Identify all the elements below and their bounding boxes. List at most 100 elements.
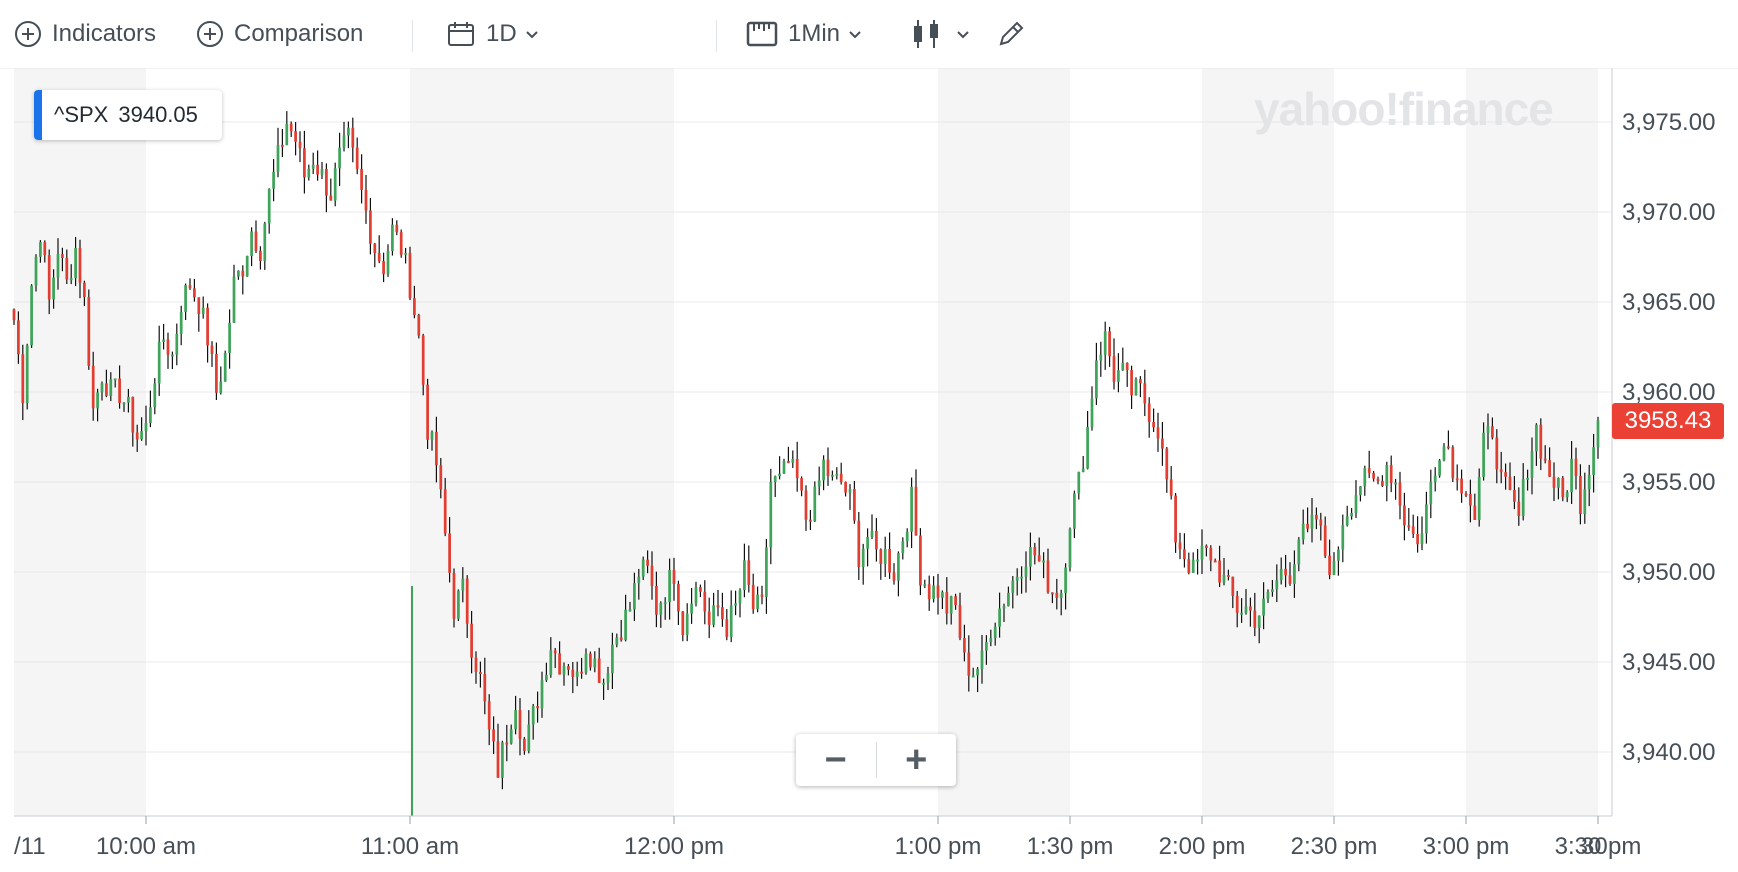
candle-body bbox=[470, 623, 473, 658]
candle-body bbox=[377, 253, 381, 262]
candle-body bbox=[254, 231, 258, 251]
time-band bbox=[1202, 68, 1334, 816]
candle-body bbox=[1447, 446, 1450, 449]
candle-body bbox=[1433, 475, 1437, 483]
candle-body bbox=[721, 607, 724, 620]
candle-body bbox=[369, 210, 372, 244]
candle-body bbox=[1385, 465, 1389, 486]
candle-body bbox=[1152, 421, 1155, 428]
candle-body bbox=[1240, 612, 1243, 615]
candle-body bbox=[443, 489, 447, 534]
candle-body bbox=[364, 189, 368, 211]
candle-body bbox=[1592, 447, 1595, 475]
candle-body bbox=[1125, 362, 1129, 371]
candle-body bbox=[479, 671, 482, 675]
candle-body bbox=[1077, 471, 1081, 494]
plus-circle-icon bbox=[15, 21, 41, 47]
candle-body bbox=[399, 232, 403, 255]
candle-body bbox=[747, 560, 751, 585]
x-tick-label: 30 bbox=[1581, 833, 1608, 860]
candle-body bbox=[998, 608, 1001, 627]
candle-body bbox=[1134, 379, 1138, 396]
candle-body bbox=[1174, 495, 1177, 543]
candle-body bbox=[1301, 523, 1305, 540]
candle-body bbox=[342, 135, 346, 148]
time-band bbox=[938, 68, 1070, 816]
calendar-icon bbox=[448, 22, 474, 46]
candle-body bbox=[83, 282, 86, 298]
candle-body bbox=[1438, 460, 1441, 476]
candle-body bbox=[276, 144, 280, 172]
candle-body bbox=[1306, 523, 1309, 529]
candle-body bbox=[1328, 555, 1331, 575]
candle-body bbox=[96, 392, 99, 409]
candle-body bbox=[127, 396, 130, 403]
candle-body bbox=[232, 276, 236, 323]
candle-body bbox=[690, 603, 693, 614]
x-tick-label: 2:30 pm bbox=[1291, 833, 1378, 860]
candle-body bbox=[166, 339, 170, 355]
candles bbox=[12, 111, 1600, 816]
zoom-controls: − + bbox=[796, 734, 956, 786]
candle-body bbox=[1543, 458, 1547, 461]
candle-body bbox=[571, 669, 575, 677]
candle-body bbox=[1200, 545, 1204, 560]
candle-body bbox=[1293, 564, 1296, 584]
range-selector[interactable]: 1D bbox=[446, 14, 551, 54]
candle-body bbox=[122, 402, 126, 405]
candle-body bbox=[1244, 606, 1248, 613]
candle-body bbox=[919, 535, 922, 586]
candle-body bbox=[1139, 379, 1142, 384]
ticker-value: 3940.05 bbox=[118, 102, 198, 127]
candle-body bbox=[487, 701, 491, 730]
candle-body bbox=[958, 605, 962, 639]
candle-body bbox=[809, 519, 812, 522]
x-tick-label: 1:30 pm bbox=[1027, 833, 1114, 860]
candle-body bbox=[751, 584, 755, 610]
candle-body bbox=[910, 486, 913, 532]
candle-body bbox=[580, 671, 583, 674]
candle-body bbox=[1055, 592, 1059, 598]
candle-body bbox=[769, 482, 773, 548]
x-tick-label: 3:00 pm bbox=[1423, 833, 1510, 860]
candle-body bbox=[1117, 370, 1120, 382]
candle-body bbox=[360, 168, 363, 190]
candle-body bbox=[1469, 493, 1472, 506]
indicators-button[interactable]: Indicators bbox=[14, 14, 156, 54]
candle-body bbox=[1530, 451, 1534, 478]
chart-area[interactable]: 3,940.00 3,945.00 3,950.00 3,955.00 3,960.00… bbox=[0, 68, 1738, 872]
candle-body bbox=[976, 668, 979, 676]
candle-body bbox=[927, 584, 931, 600]
candle-body bbox=[1570, 458, 1573, 493]
candle-body bbox=[782, 461, 786, 474]
candle-body bbox=[34, 256, 38, 286]
candle-body bbox=[1020, 576, 1023, 579]
candle-body bbox=[1521, 479, 1525, 516]
chart-type-selector[interactable] bbox=[910, 14, 982, 54]
candle-body bbox=[325, 169, 328, 196]
time-band bbox=[14, 68, 146, 816]
comparison-button[interactable]: Comparison bbox=[196, 14, 363, 54]
candle-body bbox=[193, 288, 196, 298]
zoom-in-button[interactable]: + bbox=[905, 738, 928, 781]
ticker-badge[interactable]: ^SPX 3940.05 bbox=[34, 90, 222, 140]
candle-body bbox=[967, 652, 971, 676]
candle-body bbox=[188, 285, 192, 289]
candle-body bbox=[1196, 559, 1199, 562]
interval-selector[interactable]: 1Min bbox=[746, 14, 874, 54]
candle-body bbox=[901, 541, 905, 554]
zoom-out-button[interactable]: − bbox=[824, 738, 847, 781]
candle-body bbox=[536, 706, 539, 709]
draw-button[interactable] bbox=[996, 14, 1036, 54]
candle-body bbox=[223, 353, 227, 382]
candle-body bbox=[1407, 525, 1411, 528]
candle-body bbox=[474, 657, 478, 672]
candle-body bbox=[1319, 519, 1323, 526]
candle-body bbox=[1271, 589, 1274, 592]
candle-body bbox=[1372, 472, 1375, 479]
candle-body bbox=[421, 335, 425, 385]
candle-body bbox=[1191, 559, 1195, 573]
candle-body bbox=[452, 572, 456, 619]
candle-body bbox=[47, 255, 51, 300]
candle-body bbox=[1535, 424, 1538, 452]
